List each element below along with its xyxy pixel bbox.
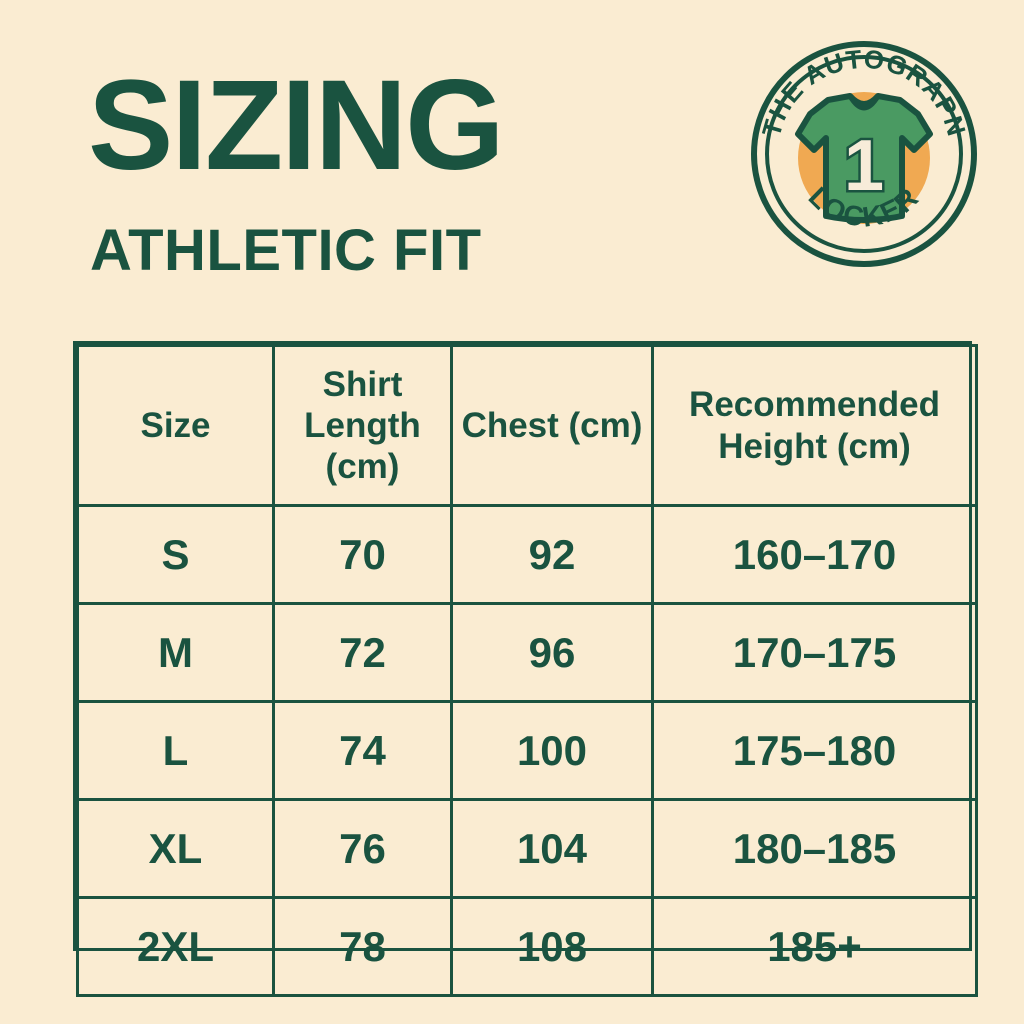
sizing-table-container: Size Shirt Length (cm) Chest (cm) Recomm… — [73, 341, 978, 997]
cell-shirt-length: 78 — [272, 896, 453, 997]
column-header-size: Size — [76, 344, 275, 507]
cell-size: S — [76, 504, 275, 605]
page-header: SIZING ATHLETIC FIT — [0, 0, 1024, 320]
cell-size: XL — [76, 798, 275, 899]
jersey-number: 1 — [844, 126, 884, 206]
page-title: SIZING — [88, 54, 505, 197]
cell-chest: 104 — [450, 798, 654, 899]
cell-height: 170–175 — [651, 602, 978, 703]
table-row: XL 76 104 180–185 — [76, 798, 978, 899]
badge-outer-ring — [751, 41, 977, 267]
cell-height: 160–170 — [651, 504, 978, 605]
sizing-table: Size Shirt Length (cm) Chest (cm) Recomm… — [76, 344, 978, 997]
table-row: S 70 92 160–170 — [76, 504, 978, 605]
cell-height: 175–180 — [651, 700, 978, 801]
cell-size: L — [76, 700, 275, 801]
table-row: L 74 100 175–180 — [76, 700, 978, 801]
cell-height: 185+ — [651, 896, 978, 997]
cell-shirt-length: 76 — [272, 798, 453, 899]
cell-chest: 100 — [450, 700, 654, 801]
cell-shirt-length: 74 — [272, 700, 453, 801]
column-header-chest: Chest (cm) — [450, 344, 654, 507]
cell-size: M — [76, 602, 275, 703]
badge-svg: 1 THE AUTOGRAPN LOCKER — [751, 41, 977, 267]
jersey-icon: 1 — [795, 93, 933, 223]
cell-shirt-length: 72 — [272, 602, 453, 703]
badge-inner-ring — [765, 55, 963, 253]
table-row: M 72 96 170–175 — [76, 602, 978, 703]
table-body: S 70 92 160–170 M 72 96 170–175 L 74 100… — [76, 504, 978, 997]
table-row: 2XL 78 108 185+ — [76, 896, 978, 997]
brand-logo-badge: 1 THE AUTOGRAPN LOCKER — [748, 38, 980, 270]
page-subtitle: ATHLETIC FIT — [90, 218, 482, 283]
cell-height: 180–185 — [651, 798, 978, 899]
cell-chest: 108 — [450, 896, 654, 997]
cell-chest: 92 — [450, 504, 654, 605]
column-header-shirt-length: Shirt Length (cm) — [272, 344, 453, 507]
cell-chest: 96 — [450, 602, 654, 703]
table-header-row: Size Shirt Length (cm) Chest (cm) Recomm… — [76, 344, 978, 507]
table-header-row-group: Size Shirt Length (cm) Chest (cm) Recomm… — [76, 344, 978, 507]
column-header-recommended-height: Recommended Height (cm) — [651, 344, 978, 507]
cell-shirt-length: 70 — [272, 504, 453, 605]
cell-size: 2XL — [76, 896, 275, 997]
